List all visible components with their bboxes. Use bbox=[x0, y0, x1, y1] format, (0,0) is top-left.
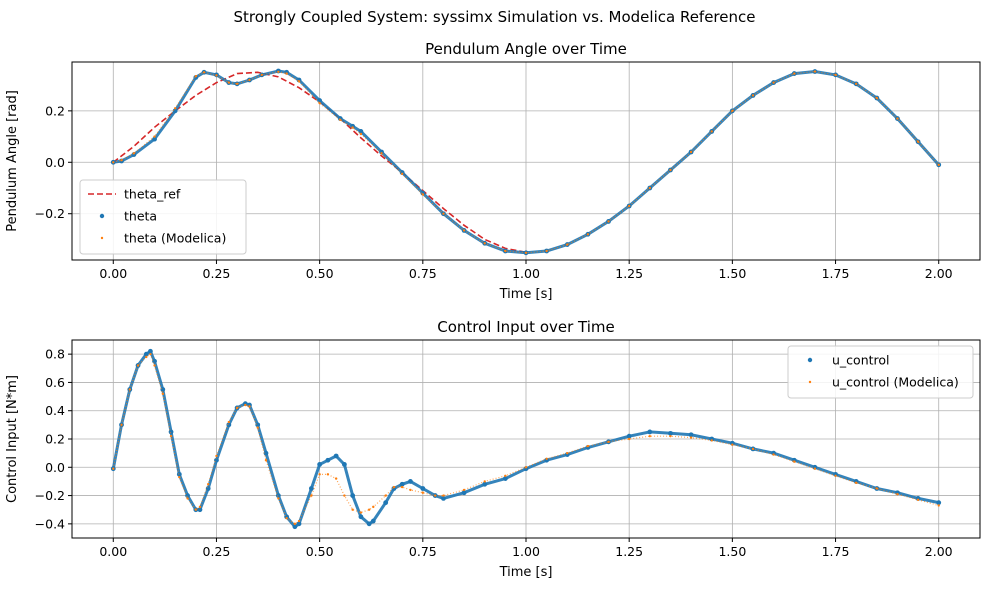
x-axis: 0.00 0.25 0.50 0.75 1.00 1.25 1.50 1.75 2.00 bbox=[99, 538, 953, 559]
legend-box bbox=[79, 179, 247, 255]
legend: u_control u_control (Modelica) bbox=[787, 345, 974, 399]
x-tick-label: 0.25 bbox=[203, 544, 231, 559]
chart-title: Pendulum Angle over Time bbox=[425, 40, 627, 58]
x-tick-label: 1.50 bbox=[718, 544, 746, 559]
data-point bbox=[400, 485, 404, 489]
legend-label: theta_ref bbox=[124, 187, 181, 202]
legend-label: theta bbox=[124, 209, 157, 224]
series-trace-u-control bbox=[111, 349, 939, 529]
y-tick-label: 0.2 bbox=[45, 432, 65, 447]
figure-suptitle: Strongly Coupled System: syssimx Simulat… bbox=[234, 8, 756, 26]
data-point bbox=[648, 434, 652, 438]
series-trace-theta-modelica bbox=[113, 70, 940, 254]
data-point bbox=[367, 508, 371, 511]
legend-label: theta (Modelica) bbox=[124, 231, 226, 246]
chart-pendulum-angle: Pendulum Angle over Time 0.00 0.25 0.50 0.75… bbox=[5, 40, 981, 302]
data-point bbox=[235, 82, 239, 86]
x-tick-label: 1.00 bbox=[512, 544, 540, 559]
legend-swatch bbox=[807, 357, 813, 363]
x-tick-label: 2.00 bbox=[925, 266, 953, 281]
y-tick-label: 0.0 bbox=[45, 155, 65, 170]
legend-item-theta-modelica: theta (Modelica) bbox=[100, 231, 226, 246]
y-axis: −0.4 −0.2 0.0 0.2 0.4 0.6 0.8 bbox=[35, 347, 72, 531]
y-tick-label: 0.6 bbox=[45, 375, 65, 390]
y-tick-label: −0.2 bbox=[35, 488, 65, 503]
x-tick-label: 0.50 bbox=[306, 544, 334, 559]
y-tick-label: 0.8 bbox=[45, 347, 65, 362]
x-tick-label: 0.50 bbox=[306, 266, 334, 281]
x-axis: 0.00 0.25 0.50 0.75 1.00 1.25 1.50 1.75 2.00 bbox=[99, 260, 953, 281]
x-tick-label: 1.25 bbox=[615, 266, 643, 281]
legend-label: u_control (Modelica) bbox=[832, 375, 959, 390]
x-tick-label: 0.75 bbox=[409, 266, 437, 281]
data-point bbox=[875, 96, 879, 100]
data-point bbox=[916, 140, 920, 143]
x-tick-label: 1.50 bbox=[718, 266, 746, 281]
data-point bbox=[442, 494, 445, 497]
series-group bbox=[110, 68, 942, 256]
y-axis: −0.2 0.0 0.2 bbox=[35, 103, 72, 221]
legend-item-theta: theta bbox=[99, 209, 157, 224]
x-tick-label: 1.00 bbox=[512, 266, 540, 281]
y-tick-label: 0.4 bbox=[45, 403, 65, 418]
x-tick-label: 2.00 bbox=[925, 544, 953, 559]
x-axis-label: Time [s] bbox=[499, 565, 553, 580]
x-tick-label: 0.00 bbox=[99, 266, 127, 281]
data-point bbox=[731, 109, 734, 113]
series-group bbox=[110, 348, 942, 530]
legend-swatch bbox=[808, 380, 812, 384]
data-point bbox=[421, 491, 425, 494]
data-point bbox=[310, 494, 313, 497]
x-tick-label: 0.25 bbox=[203, 266, 231, 281]
legend-swatch bbox=[99, 213, 105, 219]
y-axis-label: Control Input [N*m] bbox=[5, 375, 20, 503]
chart-title: Control Input over Time bbox=[437, 318, 615, 336]
data-point bbox=[607, 440, 610, 444]
x-tick-label: 1.25 bbox=[615, 544, 643, 559]
legend-item-u-control-modelica: u_control (Modelica) bbox=[808, 375, 959, 390]
y-tick-label: 0.2 bbox=[45, 103, 65, 118]
data-point bbox=[586, 444, 590, 448]
series-u-control-modelica bbox=[112, 352, 940, 526]
data-point bbox=[264, 459, 268, 462]
legend-item-theta-ref: theta_ref bbox=[88, 187, 181, 202]
y-axis-label: Pendulum Angle [rad] bbox=[5, 90, 20, 232]
y-tick-label: −0.2 bbox=[35, 206, 65, 221]
y-tick-label: −0.4 bbox=[35, 516, 65, 531]
x-tick-label: 0.00 bbox=[99, 544, 127, 559]
data-point bbox=[875, 487, 879, 490]
chart-control-input: Control Input over Time 0.00 0.25 0.50 0.75 1… bbox=[5, 318, 981, 580]
x-tick-label: 0.75 bbox=[409, 544, 437, 559]
series-u-control bbox=[110, 348, 942, 530]
legend-swatch bbox=[100, 236, 104, 240]
x-tick-label: 1.75 bbox=[822, 266, 850, 281]
legend-item-u-control: u_control bbox=[807, 353, 890, 368]
legend-label: u_control bbox=[832, 353, 890, 368]
legend-box bbox=[787, 345, 974, 399]
data-point bbox=[627, 437, 631, 441]
x-axis-label: Time [s] bbox=[499, 287, 553, 302]
x-tick-label: 1.75 bbox=[822, 544, 850, 559]
data-point bbox=[359, 511, 363, 514]
y-tick-label: 0.0 bbox=[45, 460, 65, 475]
series-theta-modelica bbox=[112, 70, 940, 254]
data-point bbox=[937, 504, 940, 507]
